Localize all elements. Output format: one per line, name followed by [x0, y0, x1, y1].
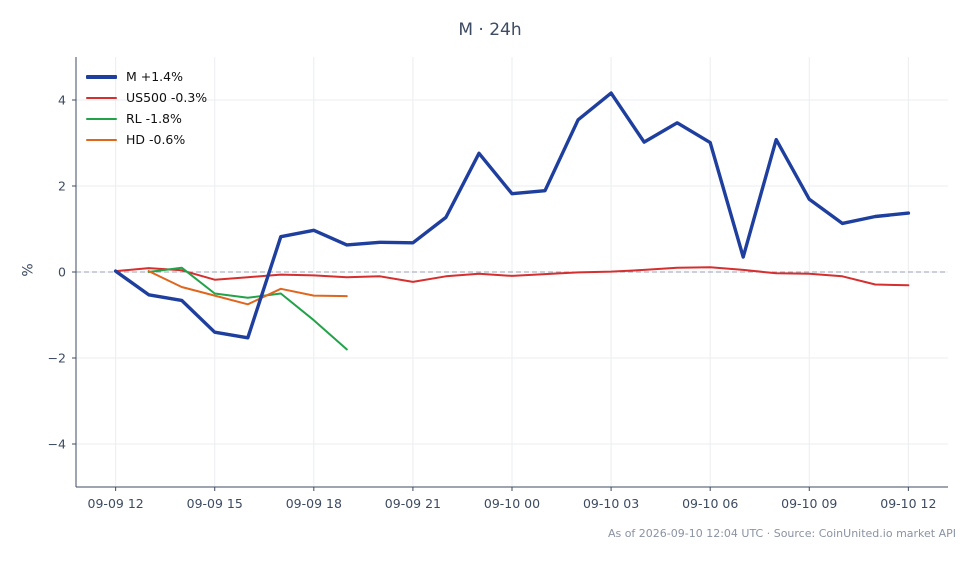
- x-tick-label: 09-10 09: [781, 496, 837, 511]
- legend-swatch-hd: [86, 138, 117, 141]
- legend-item-m: M +1.4%: [86, 66, 207, 87]
- y-tick-label: −2: [48, 351, 66, 366]
- legend-swatch-rl: [86, 117, 117, 120]
- x-tick-label: 09-10 03: [583, 496, 639, 511]
- x-tick-label: 09-10 00: [484, 496, 540, 511]
- source-note: As of 2026-09-10 12:04 UTC · Source: Coi…: [607, 527, 956, 540]
- x-axis-ticks: 09-09 12 09-09 15 09-09 18 09-09 21 09-10 00…: [88, 487, 936, 511]
- series-line-m: [113, 91, 911, 340]
- legend-label-us500: US500 -0.3%: [126, 90, 208, 105]
- y-axis-label: %: [20, 263, 37, 277]
- chart-legend: M +1.4% US500 -0.3% RL -1.8% HD -0.6%: [86, 66, 207, 150]
- series-line-hd: [147, 270, 348, 306]
- legend-label-hd: HD -0.6%: [126, 132, 186, 147]
- legend-label-rl: RL -1.8%: [126, 111, 182, 126]
- x-tick-label: 09-09 21: [385, 496, 441, 511]
- y-tick-label: 2: [58, 179, 66, 194]
- legend-swatch-m: [86, 74, 117, 79]
- legend-item-hd: HD -0.6%: [86, 129, 207, 150]
- series-lines: [113, 91, 911, 351]
- chart-title: M · 24h: [458, 20, 522, 40]
- series-line-rl: [147, 266, 348, 351]
- y-axis-ticks: −4 −2 0 2 4: [48, 93, 76, 452]
- series-line-us500: [114, 266, 910, 287]
- legend-label-m: M +1.4%: [126, 69, 183, 84]
- legend-item-us500: US500 -0.3%: [86, 87, 207, 108]
- y-tick-label: 0: [58, 265, 66, 280]
- x-tick-label: 09-09 15: [187, 496, 243, 511]
- x-tick-label: 09-09 18: [286, 496, 342, 511]
- legend-swatch-us500: [86, 96, 117, 99]
- x-tick-label: 09-10 06: [682, 496, 738, 511]
- x-tick-label: 09-09 12: [88, 496, 144, 511]
- y-tick-label: 4: [58, 93, 66, 108]
- y-tick-label: −4: [48, 437, 66, 452]
- legend-item-rl: RL -1.8%: [86, 108, 207, 129]
- x-tick-label: 09-10 12: [880, 496, 936, 511]
